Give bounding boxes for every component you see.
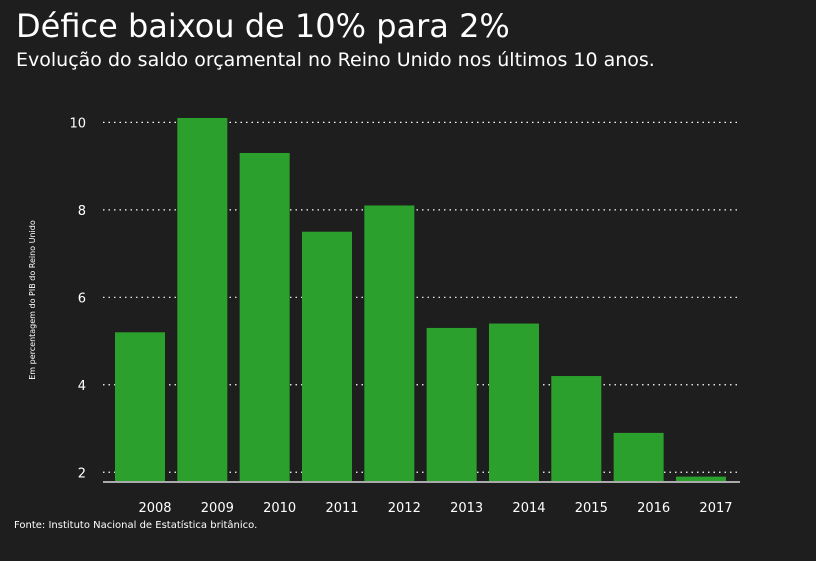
chart-title: Défice baixou de 10% para 2% (16, 7, 510, 45)
x-tick-label: 2016 (637, 501, 670, 516)
bar-2013 (426, 327, 477, 481)
bar-2011 (301, 231, 352, 481)
y-tick-label: 6 (78, 291, 86, 306)
x-tick-label: 2013 (450, 501, 483, 516)
x-tick-label: 2012 (388, 501, 421, 516)
source-note: Fonte: Instituto Nacional de Estatística… (14, 520, 258, 531)
bar-2016 (613, 432, 664, 481)
bar-2012 (364, 205, 415, 481)
bar-2010 (239, 152, 290, 481)
y-axis-ticks: 2 4 6 8 10 (69, 116, 86, 481)
bar-2015 (551, 376, 602, 481)
y-tick-label: 8 (78, 204, 86, 219)
x-tick-label: 2009 (201, 501, 234, 516)
y-axis-label: Em percentagem do PIB do Reino Unido (28, 220, 37, 380)
y-tick-label: 2 (78, 466, 86, 481)
chart-subtitle: Evolução do saldo orçamental no Reino Un… (16, 49, 655, 71)
x-tick-label: 2015 (575, 501, 608, 516)
x-tick-label: 2008 (138, 501, 171, 516)
bar-2014 (488, 323, 539, 481)
x-tick-label: 2010 (263, 501, 296, 516)
y-tick-label: 10 (69, 116, 86, 131)
bar-2017 (675, 476, 726, 481)
bar-2009 (177, 118, 228, 481)
x-tick-label: 2014 (512, 501, 545, 516)
bar-2008 (115, 332, 165, 481)
x-tick-label: 2017 (699, 501, 732, 516)
bars (115, 118, 726, 481)
x-tick-label: 2011 (325, 501, 358, 516)
y-tick-label: 4 (78, 379, 86, 394)
x-axis-ticks: 2008 2009 2010 2011 2012 2013 2014 2015 2016 2017 (138, 501, 732, 516)
